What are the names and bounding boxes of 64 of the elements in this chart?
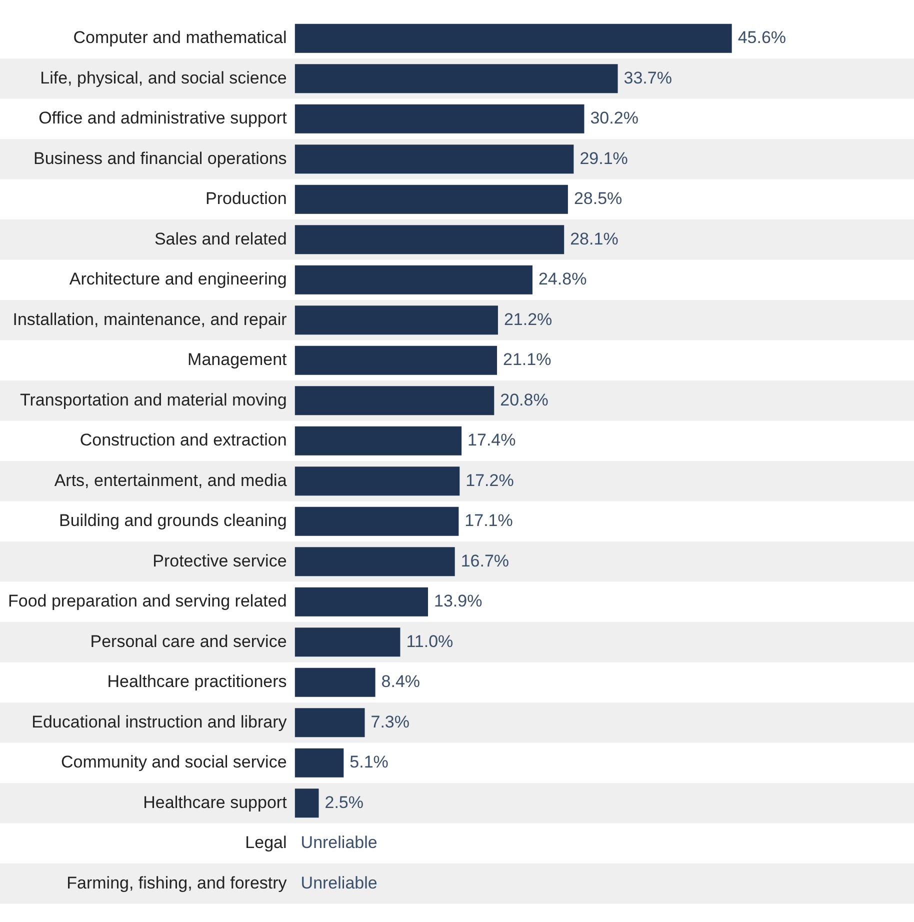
bar: [294, 506, 459, 536]
data-label: 24.8%: [538, 270, 587, 289]
y-tick-label: Life, physical, and social science: [40, 68, 287, 88]
y-tick-label: Building and grounds cleaning: [58, 511, 287, 530]
y-tick-label: Protective service: [152, 551, 287, 570]
text: Unreliable: [300, 873, 378, 892]
bar: [294, 346, 498, 375]
bar: [294, 708, 365, 738]
data-label: 21.1%: [503, 350, 552, 370]
text: Unreliable: [300, 833, 378, 852]
y-tick-label: Office and administrative support: [38, 108, 288, 128]
bar: [294, 184, 568, 214]
bar: [294, 104, 584, 134]
y-tick-label: Community and social service: [60, 752, 287, 772]
bar: [294, 24, 732, 53]
data-label: 16.7%: [460, 551, 510, 570]
bar: [294, 668, 376, 697]
data-label: 29.1%: [580, 148, 628, 168]
data-label: 33.7%: [624, 68, 672, 88]
data-label: 13.9%: [434, 592, 482, 611]
bar: [294, 64, 618, 94]
y-tick-label: Healthcare practitioners: [107, 672, 287, 692]
bar: [294, 788, 319, 818]
y-tick-label: Healthcare support: [143, 792, 288, 812]
data-label: 2.5%: [324, 792, 364, 812]
data-label: 7.3%: [370, 712, 410, 732]
y-tick-label: Transportation and material moving: [20, 390, 287, 410]
bar: [294, 265, 532, 294]
y-tick-label: Personal care and service: [90, 632, 287, 651]
bar: [294, 748, 344, 778]
y-tick-label: Arts, entertainment, and media: [54, 470, 288, 490]
bar: [294, 587, 428, 616]
bar: [294, 547, 455, 576]
y-tick-label: Business and financial operations: [34, 148, 287, 168]
bar: [294, 225, 564, 254]
y-tick-label: Construction and extraction: [80, 430, 287, 450]
data-label: 5.1%: [350, 752, 388, 772]
data-label: 21.2%: [504, 310, 552, 329]
data-label: 28.5%: [574, 189, 622, 208]
bar: [294, 466, 460, 496]
data-label: 17.4%: [468, 430, 516, 450]
data-label: 28.1%: [570, 229, 618, 248]
bar: [294, 144, 574, 174]
y-tick-label: Sales and related: [154, 229, 287, 248]
bar: [294, 386, 494, 416]
bar: [294, 628, 400, 657]
data-label: 17.1%: [464, 511, 513, 530]
data-label: 11.0%: [406, 632, 454, 651]
data-label: 30.2%: [590, 108, 638, 128]
bar: [294, 426, 462, 456]
y-tick-label: Computer and mathematical: [73, 28, 287, 48]
y-tick-label: Farming, fishing, and forestry: [66, 873, 288, 892]
data-label: 8.4%: [381, 672, 420, 692]
y-tick-label: Architecture and engineering: [69, 270, 287, 289]
data-label: 17.2%: [466, 470, 514, 490]
bar: [294, 306, 498, 335]
data-label: 45.6%: [738, 28, 786, 48]
y-tick-label: Management: [188, 350, 288, 370]
data-label: 20.8%: [500, 390, 548, 410]
y-tick-label: Installation, maintenance, and repair: [12, 310, 288, 329]
y-tick-label: Production: [206, 189, 287, 208]
y-tick-label: Legal: [245, 833, 287, 852]
y-tick-label: Educational instruction and library: [32, 712, 288, 732]
y-tick-label: Food preparation and serving related: [8, 592, 287, 611]
